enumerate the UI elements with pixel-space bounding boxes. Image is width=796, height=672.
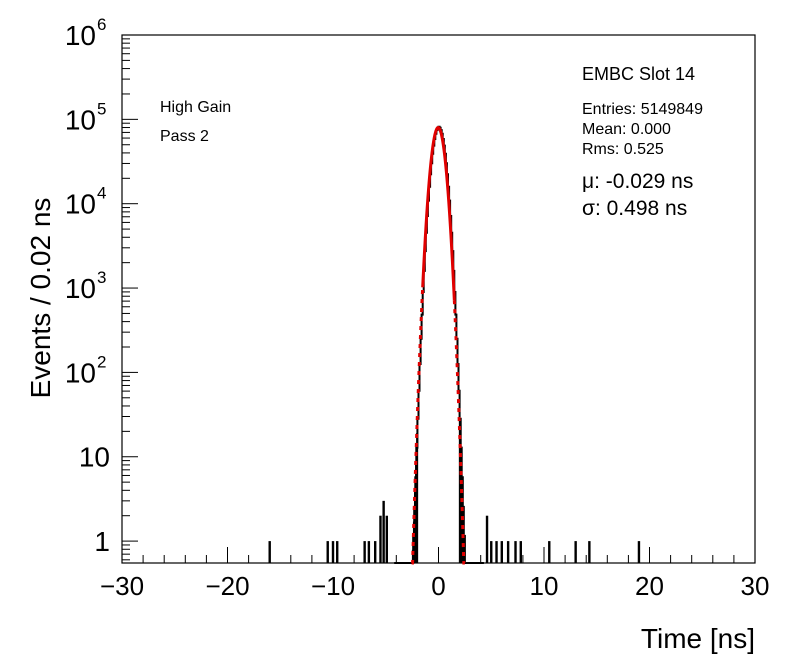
histogram-bin bbox=[500, 541, 503, 563]
fit-curve-dashed-right bbox=[452, 300, 466, 565]
y-tick-label: 10 bbox=[65, 20, 96, 51]
y-tick-label-exponent: 6 bbox=[97, 15, 106, 34]
histogram-bin bbox=[506, 541, 510, 563]
y-tick-label: 10 bbox=[65, 189, 96, 220]
histogram-bin bbox=[336, 541, 339, 563]
y-tick-label-exponent: 3 bbox=[97, 268, 106, 287]
y-tick-label: 10 bbox=[65, 104, 96, 135]
x-tick-label: 10 bbox=[530, 571, 559, 601]
x-tick-label: 0 bbox=[431, 571, 445, 601]
stat-mean: Mean: 0.000 bbox=[582, 121, 671, 138]
histogram-bin bbox=[495, 541, 498, 563]
y-tick-label-exponent: 4 bbox=[97, 184, 106, 203]
histogram-bin bbox=[326, 541, 329, 563]
x-tick-label: −30 bbox=[100, 571, 144, 601]
x-axis-ticks bbox=[121, 547, 756, 563]
gaussian-fit-curve bbox=[411, 126, 466, 565]
annotation-pass: Pass 2 bbox=[160, 128, 209, 145]
histogram-bin bbox=[637, 541, 641, 563]
histogram-bin bbox=[385, 515, 389, 563]
histogram-bin bbox=[548, 541, 551, 563]
y-tick-label: 10 bbox=[65, 273, 96, 304]
fit-sigma: σ: 0.498 ns bbox=[582, 197, 687, 220]
fit-mu: μ: -0.029 ns bbox=[582, 170, 693, 193]
histogram-core bbox=[394, 125, 484, 564]
stat-title: EMBC Slot 14 bbox=[582, 64, 695, 84]
histogram-bin bbox=[514, 541, 517, 563]
y-tick-label: 10 bbox=[79, 442, 110, 473]
stat-entries: Entries: 5149849 bbox=[582, 101, 703, 118]
histogram-bin bbox=[367, 541, 371, 563]
x-axis-label: Time [ns] bbox=[641, 623, 755, 654]
histogram-bin bbox=[374, 541, 377, 563]
fit-curve-solid bbox=[421, 126, 456, 301]
histogram-bin bbox=[588, 541, 591, 563]
x-tick-label: −20 bbox=[205, 571, 249, 601]
fit-curve-dashed-left bbox=[411, 287, 425, 565]
histogram-bin bbox=[379, 515, 382, 563]
histogram-bin bbox=[574, 541, 577, 563]
x-tick-label: −10 bbox=[311, 571, 355, 601]
histogram-bin bbox=[490, 541, 493, 563]
histogram-bin bbox=[519, 541, 522, 563]
x-tick-label: 20 bbox=[635, 571, 664, 601]
histogram-bin bbox=[331, 541, 335, 563]
histogram-bin bbox=[268, 541, 271, 563]
y-tick-label: 10 bbox=[65, 357, 96, 388]
annotation-high-gain: High Gain bbox=[160, 99, 231, 116]
stat-rms: Rms: 0.525 bbox=[582, 141, 664, 158]
y-tick-label-exponent: 2 bbox=[97, 352, 106, 371]
x-tick-label: 30 bbox=[741, 571, 770, 601]
histogram-bin bbox=[382, 500, 385, 563]
x-tick-labels: −30 −20 −10 0 10 20 30 bbox=[100, 571, 770, 601]
histogram-bin bbox=[485, 515, 489, 563]
y-tick-label-exponent: 5 bbox=[97, 99, 106, 118]
y-tick-label: 1 bbox=[94, 526, 110, 557]
histogram-bin bbox=[363, 541, 366, 563]
y-axis-ticks bbox=[122, 34, 138, 561]
y-axis-label: Events / 0.02 ns bbox=[25, 198, 56, 399]
